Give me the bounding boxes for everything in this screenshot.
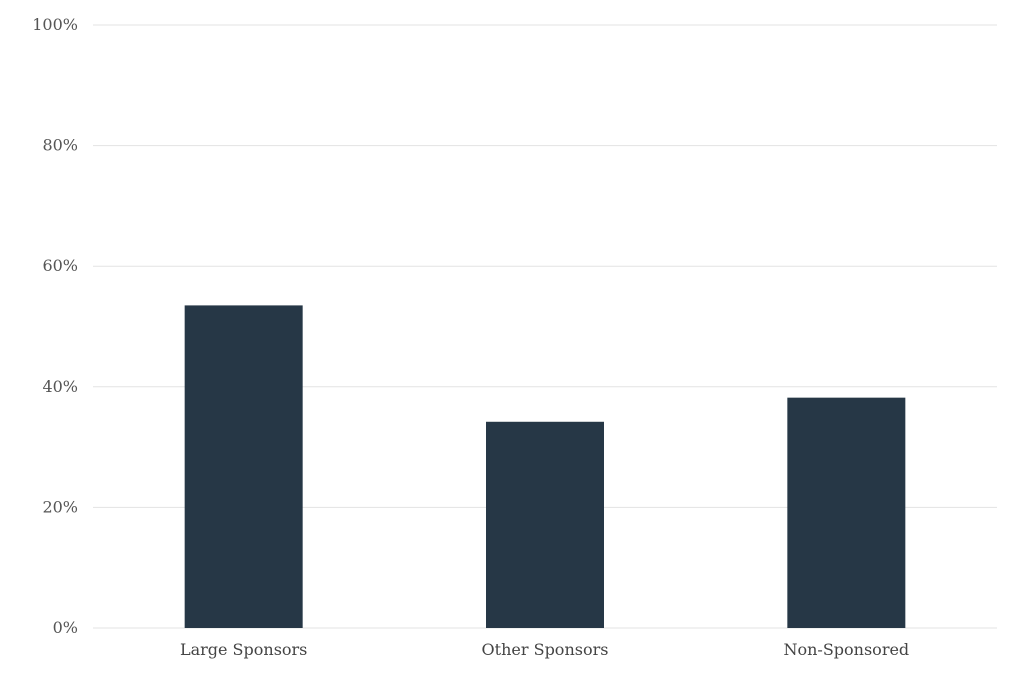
y-tick-label: 100% [32, 15, 78, 34]
y-tick-label: 20% [42, 497, 78, 516]
y-axis-tick-labels: 0% 20% 40% 60% 80% 100% [32, 15, 78, 637]
bar-other-sponsors [486, 421, 604, 628]
y-tick-label: 80% [42, 136, 78, 155]
x-category-label: Large Sponsors [180, 640, 307, 659]
x-category-label: Other Sponsors [482, 640, 609, 659]
y-tick-label: 40% [42, 377, 78, 396]
y-tick-label: 0% [53, 618, 78, 637]
x-axis-category-labels: Large Sponsors Other Sponsors Non-Sponsore… [180, 640, 909, 659]
bars [184, 305, 906, 628]
bar-non-sponsored [787, 397, 906, 628]
bar-large-sponsors [184, 305, 303, 628]
x-category-label: Non-Sponsored [783, 640, 909, 659]
y-tick-label: 60% [42, 256, 78, 275]
